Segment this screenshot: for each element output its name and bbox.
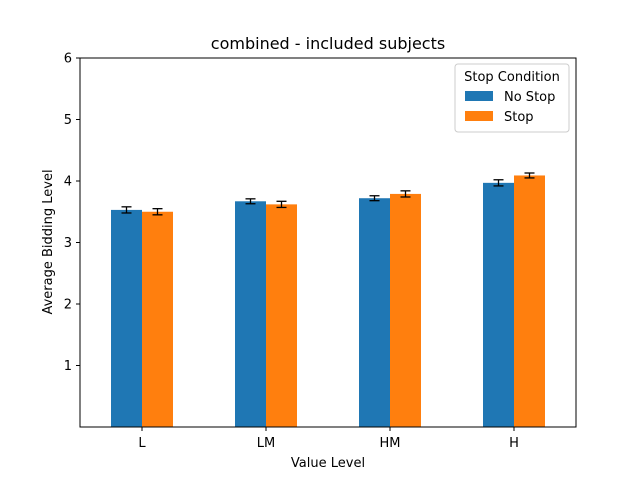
y-tick-label: 1 bbox=[64, 359, 72, 374]
error-bar-stop-l bbox=[152, 208, 163, 216]
y-tick-label: 6 bbox=[64, 52, 72, 67]
chart-title: combined - included subjects bbox=[211, 34, 445, 53]
error-bar-no-stop-h bbox=[493, 179, 504, 187]
x-tick-label: H bbox=[509, 436, 519, 451]
x-axis: L LM HM H bbox=[138, 427, 519, 451]
x-tick-label: LM bbox=[257, 436, 275, 451]
error-bar-no-stop-hm bbox=[369, 195, 380, 202]
error-bar-stop-h bbox=[524, 172, 535, 179]
error-bars-layer bbox=[121, 172, 535, 216]
x-tick-label: L bbox=[138, 436, 146, 451]
bar-stop-l bbox=[142, 211, 173, 427]
error-bar-stop-hm bbox=[400, 190, 411, 198]
error-bar-no-stop-l bbox=[121, 206, 132, 214]
x-axis-label: Value Level bbox=[291, 456, 365, 471]
legend: Stop Condition No Stop Stop bbox=[454, 63, 570, 133]
y-tick-label: 4 bbox=[64, 175, 72, 190]
error-bar-stop-lm bbox=[276, 200, 287, 209]
legend-entry-no-stop: No Stop bbox=[465, 90, 555, 105]
legend-swatch bbox=[465, 111, 493, 121]
y-axis-label: Average Bidding Level bbox=[41, 169, 56, 314]
y-tick-label: 5 bbox=[64, 113, 72, 128]
legend-title: Stop Condition bbox=[464, 70, 560, 85]
y-tick-label: 3 bbox=[64, 236, 72, 251]
y-tick-label: 2 bbox=[64, 298, 72, 313]
bar-stop-hm bbox=[390, 193, 421, 427]
bar-stop-h bbox=[514, 175, 545, 427]
x-tick-label: HM bbox=[380, 436, 401, 451]
bars-layer bbox=[111, 175, 545, 427]
legend-entry-stop: Stop bbox=[465, 110, 534, 125]
error-bar-no-stop-lm bbox=[245, 198, 256, 205]
bar-no-stop-h bbox=[483, 182, 514, 427]
bar-no-stop-l bbox=[111, 209, 142, 427]
y-axis: 1 2 3 4 5 6 bbox=[64, 52, 80, 374]
bar-no-stop-lm bbox=[235, 201, 266, 427]
legend-swatch bbox=[465, 91, 493, 101]
legend-label: No Stop bbox=[504, 90, 555, 105]
bar-stop-lm bbox=[266, 204, 297, 427]
legend-entries: No Stop Stop bbox=[465, 90, 555, 125]
legend-label: Stop bbox=[504, 110, 534, 125]
bar-no-stop-hm bbox=[359, 198, 390, 427]
